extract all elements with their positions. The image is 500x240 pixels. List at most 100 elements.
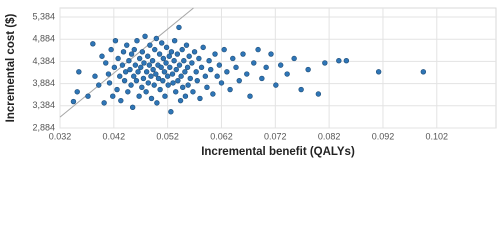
data-point: [105, 71, 112, 77]
data-point: [336, 57, 342, 64]
data-point: [74, 89, 80, 95]
data-point: [230, 55, 236, 62]
data-point: [131, 73, 137, 79]
data-point: [168, 49, 175, 55]
reference-line: [59, 7, 194, 118]
data-point: [298, 86, 304, 93]
data-point: [143, 69, 150, 75]
data-point: [115, 55, 121, 62]
data-point: [129, 104, 136, 111]
data-point: [210, 91, 216, 97]
data-point: [343, 57, 350, 64]
data-point: [145, 53, 151, 59]
data-point: [128, 82, 134, 88]
data-point: [216, 62, 223, 68]
data-point: [119, 62, 126, 68]
data-point: [244, 71, 250, 77]
data-point: [165, 82, 171, 88]
data-point: [149, 57, 156, 64]
data-point: [204, 84, 210, 91]
data-point: [171, 38, 178, 44]
data-point: [291, 55, 297, 62]
data-point: [255, 46, 261, 53]
data-point: [189, 60, 195, 66]
data-point: [198, 64, 205, 71]
data-point: [212, 51, 218, 57]
data-point: [182, 93, 189, 99]
data-point: [169, 71, 176, 77]
data-point: [85, 93, 91, 99]
data-point: [134, 38, 140, 44]
x-tick-label: 0.062: [210, 131, 233, 141]
data-point: [103, 60, 109, 66]
data-point: [131, 46, 137, 53]
data-point: [139, 49, 146, 55]
data-point: [147, 42, 153, 48]
data-point: [194, 77, 200, 84]
data-point: [227, 86, 233, 93]
data-point: [122, 69, 129, 75]
data-point: [375, 69, 382, 75]
data-point: [111, 64, 118, 71]
data-point: [167, 64, 173, 71]
y-tick-label: 4,384: [32, 56, 55, 66]
data-point: [233, 64, 239, 71]
data-point: [171, 57, 177, 64]
data-point: [164, 73, 171, 79]
data-point: [153, 35, 160, 42]
x-tick-label: 0.042: [103, 131, 126, 141]
data-point: [180, 84, 186, 91]
data-point: [420, 69, 427, 75]
data-point: [196, 55, 202, 62]
data-point: [135, 69, 141, 75]
data-point: [143, 89, 149, 95]
data-point: [181, 57, 187, 64]
data-point: [190, 89, 196, 95]
data-point: [99, 53, 105, 59]
data-point: [315, 91, 322, 97]
data-point: [186, 53, 192, 59]
data-point: [161, 69, 168, 75]
x-tick-label: 0.092: [372, 131, 395, 141]
x-tick-label: 0.082: [318, 131, 341, 141]
x-tick-label: 0.102: [426, 131, 449, 141]
data-point: [176, 62, 183, 68]
data-point: [108, 46, 114, 53]
y-tick-label: 3,884: [32, 78, 55, 88]
data-point: [166, 53, 172, 59]
data-point: [162, 93, 168, 99]
y-tick-label: 5,384: [32, 11, 55, 21]
data-point: [112, 38, 119, 44]
data-point: [92, 73, 98, 79]
data-point: [110, 93, 116, 99]
data-point: [173, 66, 179, 73]
data-point: [191, 49, 198, 55]
data-point: [158, 64, 164, 71]
data-point: [145, 80, 151, 86]
data-point: [263, 64, 269, 71]
plot-area: [59, 7, 497, 129]
data-point: [157, 86, 163, 93]
data-point: [138, 64, 144, 71]
y-axis-title: Incremental cost ($): [5, 14, 17, 123]
data-point: [136, 55, 143, 62]
data-point: [259, 75, 265, 82]
data-point: [101, 100, 107, 106]
data-point: [208, 66, 214, 73]
data-point: [175, 77, 181, 84]
data-point: [160, 55, 167, 62]
data-point: [114, 86, 120, 93]
data-point: [184, 64, 191, 71]
data-point: [163, 44, 170, 51]
data-point: [224, 69, 230, 75]
data-point: [133, 77, 140, 84]
data-point: [273, 82, 279, 88]
data-point: [118, 97, 124, 104]
data-point: [197, 95, 203, 102]
data-point: [174, 51, 181, 57]
data-point: [206, 57, 212, 64]
data-point: [140, 75, 147, 82]
data-point: [176, 24, 182, 31]
data-point: [124, 42, 130, 48]
data-point: [141, 60, 147, 66]
